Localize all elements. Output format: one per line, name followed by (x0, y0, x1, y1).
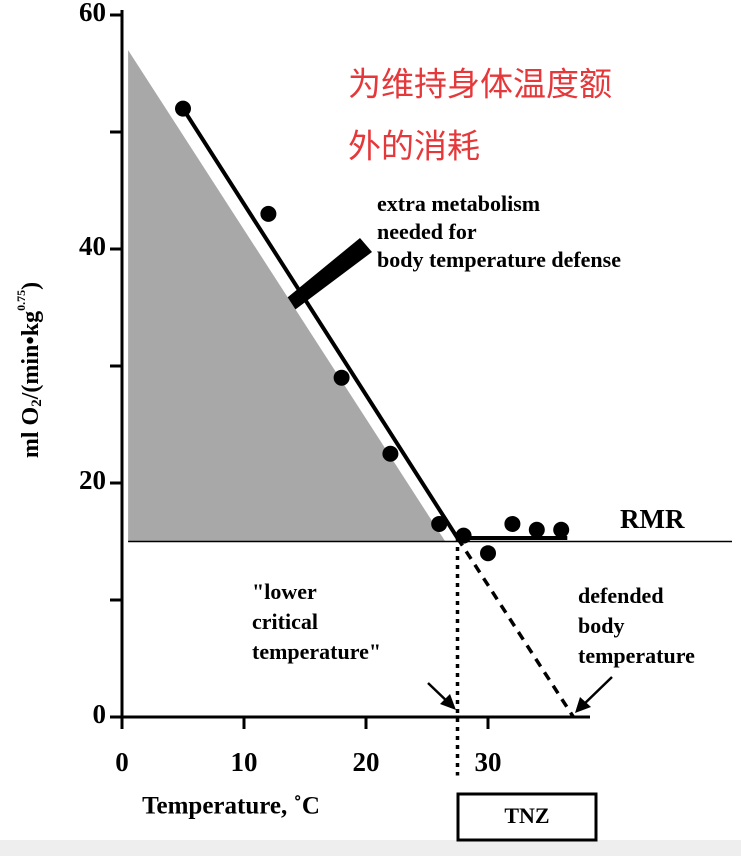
arrow-head (440, 694, 456, 710)
y-label-part: ) (18, 282, 44, 290)
y-label-part: /(min•kg (18, 311, 44, 400)
annotation-dbt: body (578, 613, 624, 638)
annotation-dbt: defended (578, 583, 664, 608)
annotation-extra: extra metabolism (377, 191, 540, 216)
annotation-extra: body temperature defense (377, 247, 621, 272)
data-point (431, 515, 448, 532)
annotation-dbt: temperature (578, 643, 695, 668)
y-tick-label: 60 (79, 0, 106, 27)
data-point (260, 205, 277, 222)
annotation-lct: temperature" (252, 639, 381, 664)
x-tick-label: 10 (231, 747, 258, 777)
y-tick-label: 0 (93, 699, 107, 729)
data-point (480, 545, 496, 562)
annotation-lct: critical (252, 609, 318, 634)
data-point (382, 445, 399, 462)
line-dashed (456, 537, 575, 718)
y-label-part: ml O (18, 407, 44, 458)
y-axis-label: ml O2/(min•kg0.75) (14, 282, 46, 458)
data-point (455, 527, 472, 544)
x-tick-label: 0 (115, 747, 129, 777)
y-label-sup: 0.75 (14, 290, 28, 311)
data-point (175, 100, 191, 117)
y-tick-label: 40 (79, 231, 106, 261)
shaded-region (128, 50, 446, 542)
data-point (504, 515, 521, 532)
arrow-head (575, 697, 591, 713)
tnz-label: TNZ (504, 803, 549, 828)
line-solid (181, 107, 460, 540)
tnz-box (456, 792, 598, 842)
y-label-sub: 2 (29, 399, 45, 407)
annotation-chinese: 外的消耗 (348, 127, 480, 166)
annotation-chinese: 为维持身体温度额 (348, 65, 612, 104)
data-point (528, 521, 545, 538)
data-point (553, 521, 570, 538)
annotation-lct: "lower (252, 579, 317, 604)
annotation-extra: needed for (377, 219, 477, 244)
x-axis-label: Temperature, ˚C (142, 793, 320, 820)
data-point (333, 369, 350, 386)
y-tick-label: 20 (79, 465, 106, 495)
x-tick-label: 20 (353, 747, 380, 777)
rmr-label: RMR (620, 504, 685, 534)
bottom-strip (0, 840, 741, 856)
x-tick-label: 30 (475, 747, 502, 777)
